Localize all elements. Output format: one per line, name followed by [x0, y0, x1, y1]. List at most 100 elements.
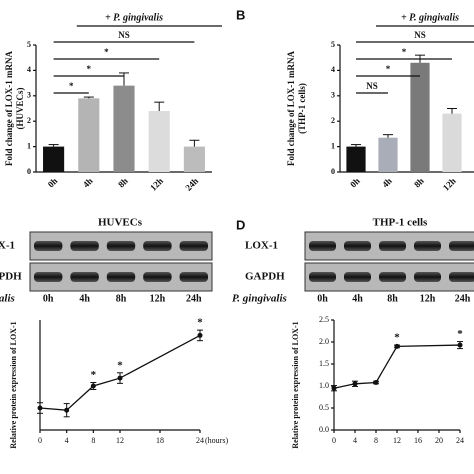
- point: [117, 375, 123, 381]
- y-axis-label: Relative protein expression of LOX-1: [291, 321, 300, 448]
- blot-band: [309, 272, 336, 282]
- blot-band: [449, 272, 474, 282]
- blot-band: [106, 272, 136, 282]
- x-tick-label: 24h: [183, 176, 200, 193]
- y-tick-label: 3: [27, 91, 31, 100]
- treatment-label: P. gingivalis: [232, 293, 287, 305]
- y-tick-label: 2.0: [319, 337, 329, 346]
- bracket-label: NS: [118, 30, 130, 40]
- blot-band: [379, 241, 406, 251]
- point-label: *: [117, 359, 123, 371]
- blot-band: [143, 272, 172, 282]
- lane-label: 12h: [150, 293, 166, 304]
- lane-label: 0h: [43, 293, 54, 304]
- bar: [378, 137, 398, 172]
- bar: [78, 98, 100, 172]
- blot-band: [179, 241, 208, 251]
- blot-band: [344, 241, 371, 251]
- y-tick-label: 5: [331, 40, 335, 49]
- x-tick-label: 0: [38, 436, 42, 445]
- x-tick-label: 24: [456, 436, 464, 445]
- y-tick-label: 0.5: [319, 403, 329, 412]
- y-axis-label: Fold change of LOX-1 mRNA: [286, 51, 296, 166]
- y-tick-label: 1: [27, 141, 31, 150]
- y-tick-label: 0: [27, 167, 31, 176]
- point: [197, 332, 203, 338]
- lane-label: 24h: [455, 293, 471, 304]
- x-tick-label: 12h: [441, 176, 458, 193]
- panel-label: D: [236, 217, 245, 232]
- blot-band: [70, 272, 99, 282]
- bar: [43, 146, 65, 172]
- point: [457, 342, 463, 348]
- y-tick-label: 3: [331, 91, 335, 100]
- x-tick-label: 0: [332, 436, 336, 445]
- point-label: *: [457, 328, 463, 340]
- x-tick-label: 12: [116, 436, 124, 445]
- y-tick-label: 0.0: [319, 425, 329, 434]
- x-axis-label: (hours): [205, 436, 228, 445]
- lane-label: 24h: [186, 293, 202, 304]
- point-label: *: [197, 317, 203, 329]
- x-tick-label: 20: [435, 436, 443, 445]
- bracket-label: NS: [414, 30, 426, 40]
- bar: [346, 146, 366, 172]
- y-tick-label: 4: [331, 65, 335, 74]
- x-tick-label: 0h: [46, 176, 60, 190]
- lane-label: 4h: [352, 293, 363, 304]
- bracket-label: *: [69, 81, 74, 91]
- blot-band: [414, 272, 441, 282]
- x-tick-label: 0h: [348, 176, 362, 190]
- row-label: LOX-1: [0, 240, 15, 252]
- row-label: GAPDH: [245, 271, 285, 283]
- blot-band: [379, 272, 406, 282]
- point: [373, 379, 379, 385]
- y-tick-label: 0: [331, 167, 335, 176]
- bar: [442, 113, 462, 172]
- lane-label: 4h: [79, 293, 90, 304]
- x-tick-label: 16: [414, 436, 422, 445]
- x-tick-label: 4: [353, 436, 357, 445]
- y-tick-label: 5: [27, 40, 31, 49]
- group-label: + P. gingivalis: [401, 12, 459, 23]
- x-tick-label: 24h: [473, 176, 474, 193]
- blot-band: [106, 241, 136, 251]
- bar: [410, 62, 430, 172]
- blot-band: [179, 272, 208, 282]
- panel-label: B: [236, 7, 245, 22]
- y-tick-label: 4: [27, 65, 31, 74]
- blot-band: [309, 241, 336, 251]
- bracket-label: *: [104, 47, 109, 57]
- lane-label: 0h: [317, 293, 328, 304]
- bracket-label: *: [402, 47, 407, 57]
- bar: [183, 146, 205, 172]
- blot-band: [344, 272, 371, 282]
- y-tick-label: 1: [331, 141, 335, 150]
- bracket-label: *: [87, 64, 92, 74]
- point-label: *: [91, 369, 97, 381]
- x-tick-label: 24: [196, 436, 204, 445]
- blot-band: [34, 272, 63, 282]
- blot-band: [70, 241, 99, 251]
- x-tick-label: 12: [393, 436, 401, 445]
- y-tick-label: 2: [331, 116, 335, 125]
- row-label: LOX-1: [245, 240, 278, 252]
- blot-title: THP-1 cells: [373, 217, 428, 229]
- y-tick-label: 2.5: [319, 315, 329, 324]
- blot-band: [143, 241, 172, 251]
- line: [333, 344, 461, 389]
- y-tick-label: 2: [27, 116, 31, 125]
- point: [37, 405, 43, 411]
- bracket-label: *: [386, 64, 391, 74]
- point: [394, 343, 400, 349]
- x-tick-label: 4: [65, 436, 69, 445]
- y-axis-label: Fold change of LOX-1 mRNA: [4, 51, 14, 166]
- bar: [148, 111, 170, 172]
- x-tick-label: 18: [156, 436, 164, 445]
- point-label: *: [394, 332, 400, 344]
- y-axis-label: (HUVECs): [15, 87, 25, 129]
- blot-band: [414, 241, 441, 251]
- x-tick-label: 12h: [148, 176, 165, 193]
- x-tick-label: 4h: [380, 176, 394, 190]
